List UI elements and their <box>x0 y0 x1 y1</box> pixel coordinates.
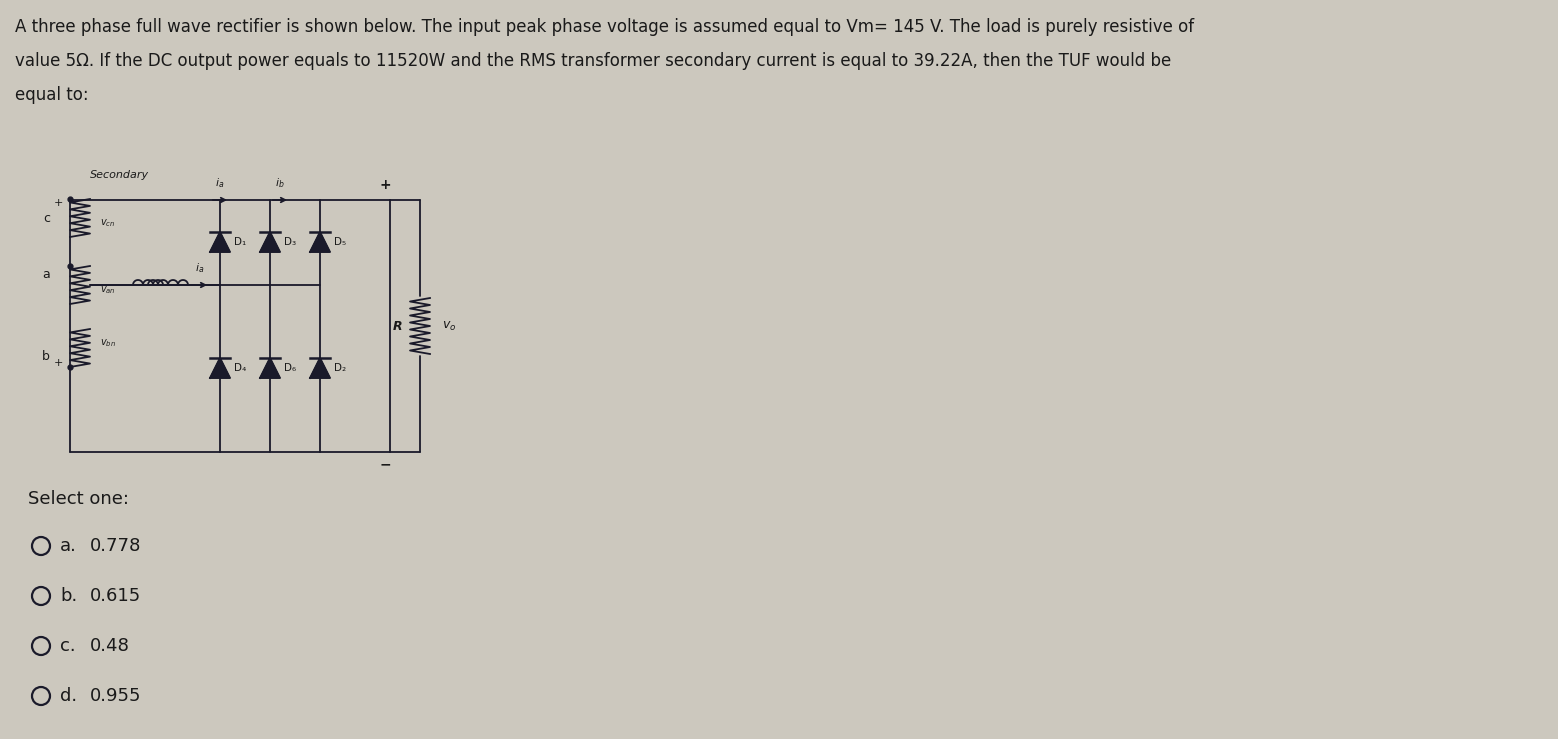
Text: D₅: D₅ <box>333 237 346 247</box>
Text: equal to:: equal to: <box>16 86 89 104</box>
Text: 0.48: 0.48 <box>90 637 129 655</box>
Text: $v_{bn}$: $v_{bn}$ <box>100 337 115 349</box>
Text: 0.955: 0.955 <box>90 687 142 705</box>
Text: +: + <box>53 198 62 208</box>
Text: D₂: D₂ <box>333 363 346 373</box>
Text: +: + <box>53 358 62 368</box>
Text: a: a <box>42 268 50 282</box>
Text: A three phase full wave rectifier is shown below. The input peak phase voltage i: A three phase full wave rectifier is sho… <box>16 18 1193 36</box>
Text: c.: c. <box>61 637 76 655</box>
Text: D₁: D₁ <box>234 237 246 247</box>
Text: +: + <box>379 178 391 192</box>
Text: a.: a. <box>61 537 76 555</box>
Text: $v_o$: $v_o$ <box>442 319 456 333</box>
Text: $v_{an}$: $v_{an}$ <box>100 284 115 296</box>
Text: D₃: D₃ <box>284 237 296 247</box>
Text: b.: b. <box>61 587 78 605</box>
Text: 0.615: 0.615 <box>90 587 142 605</box>
Polygon shape <box>310 358 330 378</box>
Text: D₄: D₄ <box>234 363 246 373</box>
Text: 0.778: 0.778 <box>90 537 142 555</box>
Text: $i_b$: $i_b$ <box>276 176 285 190</box>
Polygon shape <box>260 358 280 378</box>
Text: D₆: D₆ <box>284 363 296 373</box>
Polygon shape <box>210 232 231 252</box>
Text: d.: d. <box>61 687 78 705</box>
Text: R: R <box>393 319 402 333</box>
Text: −: − <box>379 457 391 471</box>
Text: value 5Ω. If the DC output power equals to 11520W and the RMS transformer second: value 5Ω. If the DC output power equals … <box>16 52 1172 70</box>
Text: Secondary: Secondary <box>90 170 150 180</box>
Polygon shape <box>310 232 330 252</box>
Text: b: b <box>42 350 50 363</box>
Text: $i_a$: $i_a$ <box>195 261 204 275</box>
Text: Select one:: Select one: <box>28 490 129 508</box>
Polygon shape <box>210 358 231 378</box>
Polygon shape <box>260 232 280 252</box>
Text: c: c <box>44 211 50 225</box>
Text: $i_a$: $i_a$ <box>215 176 224 190</box>
Text: $v_{cn}$: $v_{cn}$ <box>100 217 115 229</box>
